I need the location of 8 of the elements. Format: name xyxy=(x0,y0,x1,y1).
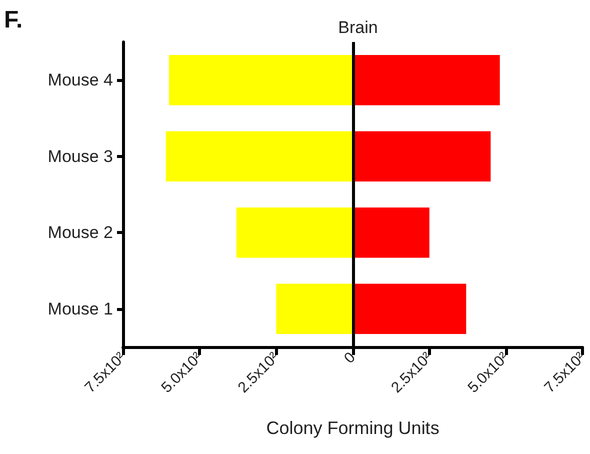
y-tick-label: Mouse 2 xyxy=(48,223,113,242)
x-axis-title: Colony Forming Units xyxy=(266,418,440,438)
text: F. xyxy=(4,6,23,34)
chart-title: Brain xyxy=(338,18,378,37)
y-tick-label: Mouse 4 xyxy=(48,70,113,90)
y-tick-label: Mouse 1 xyxy=(48,299,113,318)
y-tick-label: Mouse 3 xyxy=(48,146,113,166)
x-tick-label: 0 xyxy=(340,348,359,367)
